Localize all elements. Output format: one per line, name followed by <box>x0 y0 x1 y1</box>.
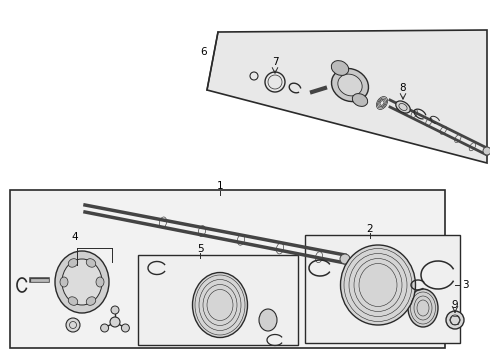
Ellipse shape <box>86 259 96 267</box>
Ellipse shape <box>96 277 104 287</box>
Text: 2: 2 <box>367 224 373 234</box>
Ellipse shape <box>408 289 438 327</box>
Polygon shape <box>207 30 487 163</box>
Circle shape <box>446 311 464 329</box>
Ellipse shape <box>341 245 416 325</box>
Ellipse shape <box>332 68 368 102</box>
Ellipse shape <box>331 60 349 75</box>
Ellipse shape <box>60 277 68 287</box>
Ellipse shape <box>68 259 78 267</box>
Circle shape <box>483 147 490 155</box>
Bar <box>305 235 460 343</box>
Circle shape <box>111 306 119 314</box>
Ellipse shape <box>68 297 78 305</box>
Text: 3: 3 <box>462 280 468 290</box>
Text: 4: 4 <box>72 232 78 242</box>
Circle shape <box>340 254 350 264</box>
Text: 5: 5 <box>196 244 203 254</box>
Ellipse shape <box>55 251 109 313</box>
Text: 6: 6 <box>200 47 207 57</box>
Ellipse shape <box>62 259 102 305</box>
Bar <box>138 255 298 345</box>
Text: 8: 8 <box>400 83 406 93</box>
Ellipse shape <box>396 101 410 113</box>
Ellipse shape <box>338 74 362 96</box>
Circle shape <box>122 324 129 332</box>
Circle shape <box>100 324 109 332</box>
Bar <box>10 190 445 348</box>
Ellipse shape <box>86 297 96 305</box>
Text: 9: 9 <box>452 300 458 310</box>
Circle shape <box>66 318 80 332</box>
Ellipse shape <box>259 309 277 331</box>
Ellipse shape <box>352 94 368 107</box>
Text: 1: 1 <box>217 181 223 191</box>
Circle shape <box>110 317 120 327</box>
Text: 7: 7 <box>271 57 278 67</box>
Ellipse shape <box>193 273 247 338</box>
